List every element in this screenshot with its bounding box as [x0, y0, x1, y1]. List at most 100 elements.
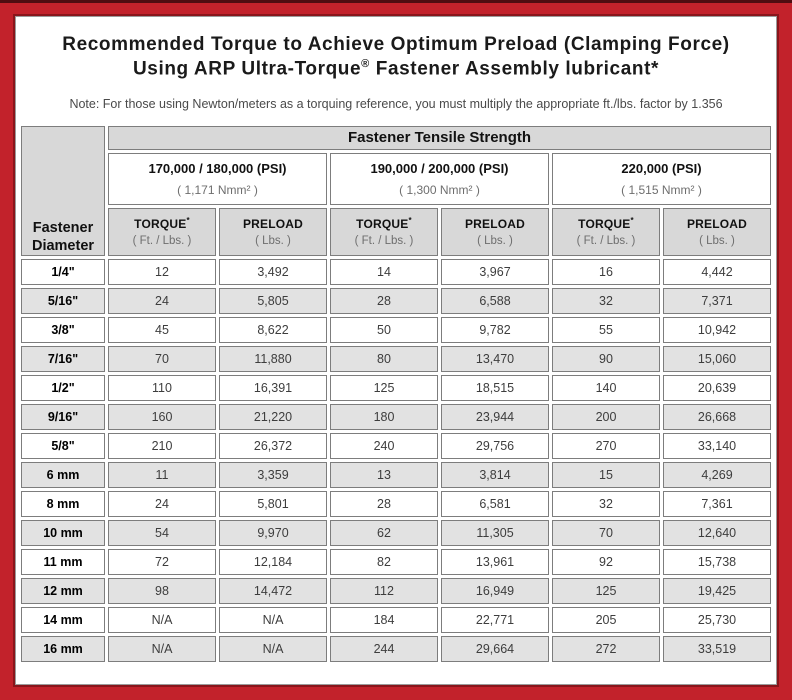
- table-row: 14 mm N/A N/A 184 22,771 205 25,730: [21, 606, 771, 633]
- value-cell: 80: [330, 345, 438, 372]
- value-cell: 13,470: [441, 345, 549, 372]
- value-cell: 21,220: [219, 403, 327, 430]
- value-cell: N/A: [219, 606, 327, 633]
- torque-column-header-1: TORQUE* ( Ft. / Lbs. ): [108, 207, 216, 256]
- value-cell: N/A: [108, 635, 216, 662]
- preload-column-header-1: PRELOAD ( Lbs. ): [219, 207, 327, 256]
- value-cell: 13: [330, 461, 438, 488]
- value-cell: 23,944: [441, 403, 549, 430]
- table-row: 3/8" 45 8,622 50 9,782 55 10,942: [21, 316, 771, 343]
- corner-line2: Diameter: [31, 237, 95, 254]
- preload-label: PRELOAD: [242, 216, 304, 231]
- torque-label: TORQUE: [134, 217, 187, 232]
- value-cell: 270: [552, 432, 660, 459]
- value-cell: 11: [108, 461, 216, 488]
- diameter-cell: 14 mm: [21, 606, 105, 633]
- table-row: 10 mm 54 9,970 62 11,305 70 12,640: [21, 519, 771, 546]
- value-cell: 28: [330, 490, 438, 517]
- value-cell: 14: [330, 258, 438, 285]
- value-cell: 45: [108, 316, 216, 343]
- torque-spec-table: Fastener Diameter Fastener Tensile Stren…: [18, 123, 774, 665]
- value-cell: 210: [108, 432, 216, 459]
- psi-group-1-label: 170,000 / 180,000 (PSI): [148, 160, 287, 176]
- value-cell: 12: [108, 258, 216, 285]
- value-cell: 18,515: [441, 374, 549, 401]
- value-cell: N/A: [219, 635, 327, 662]
- preload-units: ( Lbs. ): [699, 234, 735, 247]
- diameter-cell: 1/4": [21, 258, 105, 285]
- torque-asterisk: *: [408, 216, 412, 226]
- value-cell: 7,361: [663, 490, 771, 517]
- value-cell: 11,305: [441, 519, 549, 546]
- diameter-cell: 11 mm: [21, 548, 105, 575]
- value-cell: 98: [108, 577, 216, 604]
- table-row: 6 mm 11 3,359 13 3,814 15 4,269: [21, 461, 771, 488]
- psi-group-2: 190,000 / 200,000 (PSI) ( 1,300 Nmm² ): [330, 152, 549, 205]
- psi-group-3-label: 220,000 (PSI): [621, 160, 702, 176]
- value-cell: 5,805: [219, 287, 327, 314]
- psi-group-3: 220,000 (PSI) ( 1,515 Nmm² ): [552, 152, 771, 205]
- diameter-cell: 9/16": [21, 403, 105, 430]
- value-cell: 72: [108, 548, 216, 575]
- page-title-line2: Using ARP Ultra-Torque® Fastener Assembl…: [18, 57, 774, 82]
- psi-header-row: 170,000 / 180,000 (PSI) ( 1,171 Nmm² ) 1…: [21, 152, 771, 205]
- diameter-cell: 6 mm: [21, 461, 105, 488]
- value-cell: 25,730: [663, 606, 771, 633]
- diameter-cell: 5/8": [21, 432, 105, 459]
- title-block: Recommended Torque to Achieve Optimum Pr…: [18, 33, 774, 82]
- value-cell: 29,664: [441, 635, 549, 662]
- corner-line1: Fastener: [32, 220, 94, 237]
- value-cell: 62: [330, 519, 438, 546]
- value-cell: 5,801: [219, 490, 327, 517]
- value-cell: 8,622: [219, 316, 327, 343]
- value-cell: 24: [108, 490, 216, 517]
- value-cell: 20,639: [663, 374, 771, 401]
- table-row: 7/16" 70 11,880 80 13,470 90 15,060: [21, 345, 771, 372]
- preload-units: ( Lbs. ): [255, 234, 291, 247]
- table-row: 1/4" 12 3,492 14 3,967 16 4,442: [21, 258, 771, 285]
- column-header-row: TORQUE* ( Ft. / Lbs. ) PRELOAD ( Lbs. ) …: [21, 207, 771, 256]
- torque-column-header-3: TORQUE* ( Ft. / Lbs. ): [552, 207, 660, 256]
- value-cell: 140: [552, 374, 660, 401]
- value-cell: 180: [330, 403, 438, 430]
- diameter-cell: 5/16": [21, 287, 105, 314]
- value-cell: 19,425: [663, 577, 771, 604]
- psi-group-2-label: 190,000 / 200,000 (PSI): [370, 160, 509, 176]
- table-row: 5/16" 24 5,805 28 6,588 32 7,371: [21, 287, 771, 314]
- title-line2-pre: Using ARP Ultra-Torque: [132, 58, 362, 80]
- diameter-cell: 7/16": [21, 345, 105, 372]
- value-cell: N/A: [108, 606, 216, 633]
- value-cell: 16,391: [219, 374, 327, 401]
- table-row: 9/16" 160 21,220 180 23,944 200 26,668: [21, 403, 771, 430]
- value-cell: 184: [330, 606, 438, 633]
- page-title-line1: Recommended Torque to Achieve Optimum Pr…: [62, 34, 730, 55]
- diameter-cell: 8 mm: [21, 490, 105, 517]
- value-cell: 28: [330, 287, 438, 314]
- torque-asterisk: *: [186, 216, 190, 226]
- diameter-cell: 3/8": [21, 316, 105, 343]
- value-cell: 12,184: [219, 548, 327, 575]
- value-cell: 29,756: [441, 432, 549, 459]
- value-cell: 3,492: [219, 258, 327, 285]
- torque-asterisk: *: [630, 216, 634, 226]
- table-row: 12 mm 98 14,472 112 16,949 125 19,425: [21, 577, 771, 604]
- psi-group-2-nmm: ( 1,300 Nmm² ): [399, 182, 480, 197]
- tensile-header-row: Fastener Diameter Fastener Tensile Stren…: [21, 125, 771, 256]
- value-cell: 54: [108, 519, 216, 546]
- diameter-cell: 10 mm: [21, 519, 105, 546]
- value-cell: 70: [108, 345, 216, 372]
- psi-group-3-nmm: ( 1,515 Nmm² ): [621, 182, 702, 197]
- table-row: 8 mm 24 5,801 28 6,581 32 7,361: [21, 490, 771, 517]
- table-row: 5/8" 210 26,372 240 29,756 270 33,140: [21, 432, 771, 459]
- corner-header-fastener-diameter: Fastener Diameter: [21, 125, 105, 256]
- torque-column-header-2: TORQUE* ( Ft. / Lbs. ): [330, 207, 438, 256]
- value-cell: 32: [552, 287, 660, 314]
- title-line2-post: Fastener Assembly lubricant*: [369, 58, 660, 80]
- value-cell: 3,814: [441, 461, 549, 488]
- value-cell: 22,771: [441, 606, 549, 633]
- value-cell: 16,949: [441, 577, 549, 604]
- torque-label: TORQUE: [578, 217, 631, 232]
- torque-label: TORQUE: [356, 217, 409, 232]
- value-cell: 26,668: [663, 403, 771, 430]
